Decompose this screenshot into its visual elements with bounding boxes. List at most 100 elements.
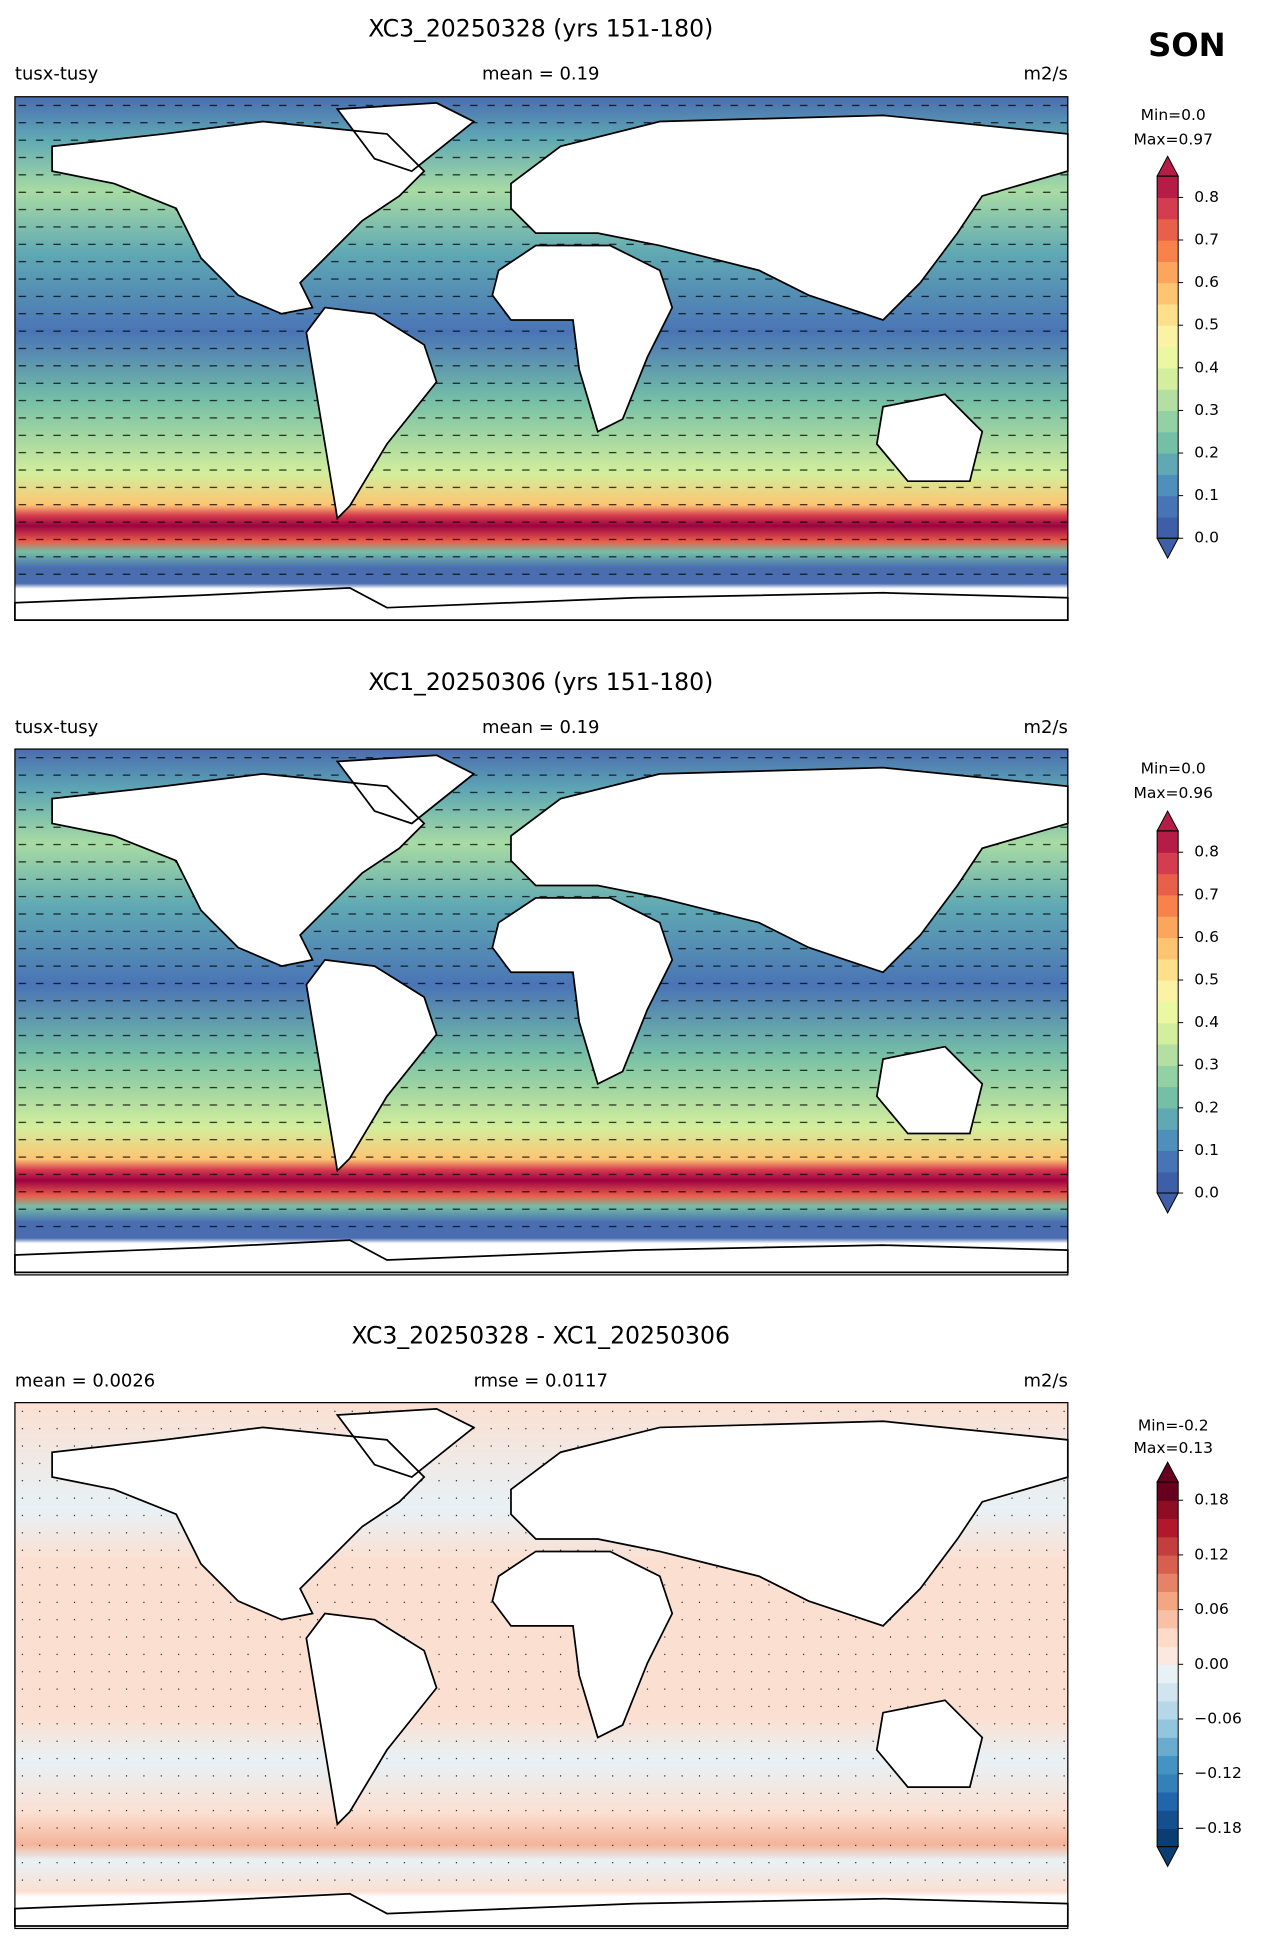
colorbar-segment — [1157, 1737, 1179, 1757]
right-label: m2/s — [1023, 717, 1067, 738]
colorbar-segment — [1157, 1150, 1179, 1173]
colorbar-segment — [1157, 1591, 1179, 1611]
colorbar-tick-label: 0.4 — [1194, 358, 1219, 376]
right-label: m2/s — [1023, 1371, 1067, 1392]
center-label: mean = 0.19 — [482, 717, 599, 738]
colorbar-segment — [1157, 1718, 1179, 1738]
colorbar-extend-top — [1156, 155, 1180, 177]
colorbar-frame — [1156, 830, 1179, 1194]
panel: XC3_20250328 (yrs 151-180) tusx-tusy mea… — [14, 14, 1213, 621]
colorbar-tick-label: 0.5 — [1194, 971, 1219, 989]
right-label: m2/s — [1023, 63, 1067, 84]
colorbar-tick-label: 0.6 — [1194, 928, 1219, 946]
center-label: rmse = 0.0117 — [474, 1371, 608, 1392]
colorbar-segment — [1157, 1810, 1179, 1829]
min-label: Min=-0.2 — [1138, 1417, 1209, 1435]
colorbar-segment — [1157, 1171, 1179, 1194]
colorbar-segment — [1157, 852, 1179, 875]
colorbar-segment — [1157, 325, 1179, 348]
colorbar-segment — [1157, 346, 1179, 369]
colorbar-tick-label: 0.0 — [1194, 1184, 1219, 1202]
colorbar-segment — [1157, 1609, 1179, 1629]
colorbar-tick-label: 0.12 — [1194, 1545, 1229, 1563]
colorbar-segment — [1157, 1664, 1179, 1684]
colorbar-segment — [1157, 830, 1179, 853]
colorbar-tick-label: 0.00 — [1194, 1655, 1229, 1673]
colorbar-segment — [1157, 367, 1179, 390]
panel: XC3_20250328 - XC1_20250306 mean = 0.002… — [14, 1321, 1213, 1930]
colorbar-segment — [1157, 431, 1179, 454]
left-label: tusx-tusy — [15, 717, 99, 738]
colorbar-tick-label: −0.12 — [1194, 1764, 1242, 1782]
colorbar-tick-label: 0.1 — [1194, 486, 1219, 504]
colorbar-tick-label: 0.3 — [1194, 401, 1219, 419]
colorbar-segment — [1157, 1573, 1179, 1593]
colorbar-segment — [1157, 176, 1179, 199]
colorbar-segment — [1157, 1791, 1179, 1811]
colorbar-segment — [1157, 1065, 1179, 1088]
left-label: mean = 0.0026 — [15, 1371, 155, 1392]
colorbar-segment — [1157, 474, 1179, 497]
colorbar-segment — [1157, 937, 1179, 960]
colorbar-segment — [1157, 389, 1179, 412]
colorbar-segment — [1157, 495, 1179, 518]
colorbar-tick-label: 0.18 — [1194, 1491, 1229, 1509]
colorbar-segment — [1157, 303, 1179, 326]
max-label: Max=0.96 — [1133, 784, 1213, 802]
colorbar-tick-label: 0.7 — [1194, 231, 1219, 249]
colorbar-tick-label: 0.4 — [1194, 1013, 1219, 1031]
colorbar-segment — [1157, 873, 1179, 896]
colorbar-segment — [1157, 1700, 1179, 1720]
colorbar-segment — [1157, 1481, 1179, 1501]
colorbar-tick-label: 0.1 — [1194, 1141, 1219, 1159]
colorbar-segment — [1157, 1001, 1179, 1024]
colorbar-segment — [1157, 218, 1179, 241]
colorbar-segment — [1157, 1773, 1179, 1793]
colorbar-segment — [1157, 1828, 1179, 1848]
max-label: Max=0.97 — [1133, 131, 1213, 149]
left-label: tusx-tusy — [15, 63, 99, 84]
colorbar-frame — [1156, 175, 1179, 539]
colorbar-tick-label: 0.2 — [1194, 444, 1219, 462]
colorbar-segment — [1157, 261, 1179, 284]
colorbar-tick-label: 0.5 — [1194, 316, 1219, 334]
colorbar-segment — [1157, 1129, 1179, 1152]
colorbar-segment — [1157, 410, 1179, 433]
colorbar-segment — [1157, 1755, 1179, 1775]
map — [14, 1402, 1069, 1930]
colorbar-segment — [1157, 894, 1179, 917]
season-label: SON — [1148, 26, 1226, 64]
colorbar-tick-label: −0.18 — [1194, 1819, 1242, 1837]
colorbar-segment — [1157, 1627, 1179, 1647]
colorbar-segment — [1157, 1554, 1179, 1574]
colorbar-tick-label: 0.7 — [1194, 885, 1219, 903]
colorbar-extend-bottom — [1156, 1192, 1180, 1214]
colorbar-segment — [1157, 516, 1179, 539]
colorbar-segment — [1157, 1043, 1179, 1066]
map — [14, 96, 1069, 621]
colorbar-tick-label: 0.8 — [1194, 188, 1219, 206]
panel: XC1_20250306 (yrs 151-180) tusx-tusy mea… — [14, 668, 1213, 1276]
max-label: Max=0.13 — [1133, 1439, 1213, 1457]
colorbar-segment — [1157, 1646, 1179, 1665]
colorbar-extend-top — [1156, 1461, 1180, 1483]
colorbar-extend-top — [1156, 810, 1180, 832]
colorbar-tick-label: 0.2 — [1194, 1098, 1219, 1116]
colorbar-tick-label: 0.6 — [1194, 273, 1219, 291]
colorbar-segment — [1157, 1500, 1179, 1520]
colorbar-segment — [1157, 1086, 1179, 1109]
colorbar-segment — [1157, 1022, 1179, 1045]
colorbar-tick-label: 0.06 — [1194, 1600, 1229, 1618]
map — [14, 748, 1069, 1276]
colorbar-segment — [1157, 1682, 1179, 1702]
min-label: Min=0.0 — [1141, 106, 1206, 124]
colorbar-tick-label: −0.06 — [1194, 1709, 1242, 1727]
colorbar-segment — [1157, 1518, 1179, 1538]
min-label: Min=0.0 — [1141, 759, 1206, 777]
colorbar-segment — [1157, 916, 1179, 939]
colorbar-tick-label: 0.3 — [1194, 1056, 1219, 1074]
colorbar-segment — [1157, 453, 1179, 475]
colorbar-segment — [1157, 958, 1179, 981]
colorbar-tick-label: 0.8 — [1194, 843, 1219, 861]
